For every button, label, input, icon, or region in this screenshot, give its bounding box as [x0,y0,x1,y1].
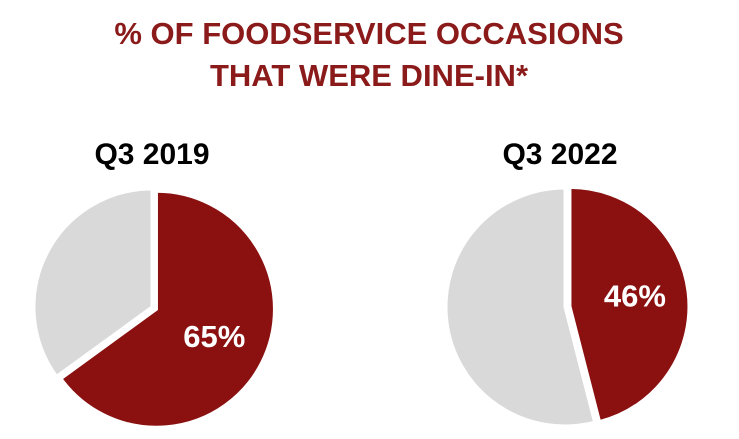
pie-slice [444,186,597,428]
pie-title: Q3 2022 [502,138,617,171]
value-label: 65% [183,319,245,354]
pie-slice [58,189,276,429]
chart-title: THAT WERE DINE-IN* [210,58,529,93]
pie-slice [568,185,691,424]
chart-title: % OF FOODSERVICE OCCASIONS [114,16,623,51]
pie-title: Q3 2019 [94,138,209,171]
value-label: 46% [604,278,666,313]
pie-slice [32,187,154,379]
